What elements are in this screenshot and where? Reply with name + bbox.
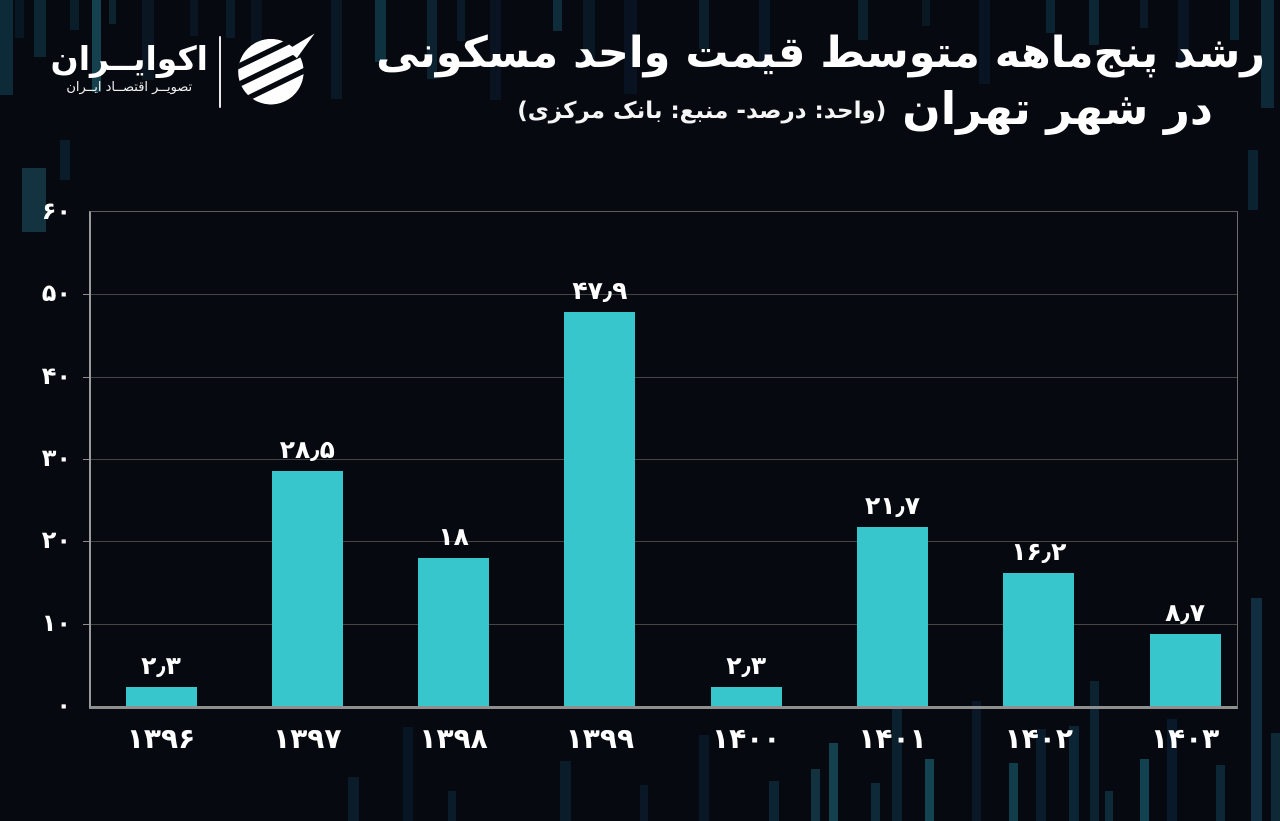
background-stripe xyxy=(640,785,648,821)
x-axis-label: ۱۳۹۹ xyxy=(565,722,635,755)
logo-divider xyxy=(219,36,221,108)
background-stripe xyxy=(0,0,13,95)
title-block: رشد پنج‌ماهه متوسط قیمت واحد مسکونی در ش… xyxy=(376,26,1265,133)
y-axis-label: ۴۰ xyxy=(41,361,71,390)
x-axis-label: ۱۴۰۱ xyxy=(858,722,927,755)
bar-1397 xyxy=(271,471,343,706)
gridline xyxy=(91,541,1237,543)
gridline xyxy=(91,294,1237,296)
y-axis-label: ۶۰ xyxy=(41,196,71,225)
y-axis-label: ۳۰ xyxy=(41,443,71,472)
bar-value-label: ۱۶٫۲ xyxy=(1011,537,1067,566)
brand-logo-text: اکوایــران تصویــر اقتصــاد ایــران xyxy=(50,39,208,95)
bar-1399 xyxy=(564,312,636,706)
background-stripe xyxy=(1271,733,1280,821)
brand-name: اکوایــران xyxy=(50,39,208,78)
chart-title-line2: در شهر تهران xyxy=(902,81,1213,135)
background-stripe xyxy=(109,0,116,24)
y-axis-tick xyxy=(83,541,89,543)
background-stripe xyxy=(1248,150,1258,210)
background-stripe xyxy=(331,0,342,99)
bar-1403 xyxy=(1149,634,1221,706)
bar-value-label: ۴۷٫۹ xyxy=(572,276,628,305)
background-stripe xyxy=(871,783,880,821)
y-axis-label: ۱۰ xyxy=(41,608,71,637)
chart-title-line1: رشد پنج‌ماهه متوسط قیمت واحد مسکونی xyxy=(376,28,1265,78)
y-axis-tick xyxy=(83,623,89,625)
x-axis-label: ۱۴۰۰ xyxy=(712,722,781,755)
gridline xyxy=(91,376,1237,378)
background-stripe xyxy=(348,777,359,821)
bar-value-label: ۲٫۳ xyxy=(141,651,181,680)
x-axis-label: ۱۳۹۸ xyxy=(419,722,488,755)
y-axis-tick xyxy=(83,459,89,460)
background-stripe xyxy=(15,0,24,38)
brand-tagline: تصویــر اقتصــاد ایــران xyxy=(66,79,193,95)
background-stripe xyxy=(1140,0,1148,28)
x-axis-label: ۱۴۰۲ xyxy=(1004,722,1073,755)
bar-value-label: ۸٫۷ xyxy=(1165,598,1206,627)
x-axis-label: ۱۳۹۶ xyxy=(126,722,196,755)
ecoiran-logo-icon xyxy=(238,33,315,105)
y-axis-label: ۵۰ xyxy=(41,279,71,308)
bar-1402 xyxy=(1003,573,1075,706)
gridline xyxy=(91,459,1237,460)
bar-value-label: ۱۸ xyxy=(438,522,469,551)
bar-1400 xyxy=(710,687,782,706)
y-axis-tick xyxy=(83,294,89,296)
bar-1401 xyxy=(857,527,928,706)
bar-value-label: ۲۸٫۵ xyxy=(279,435,335,464)
gridline xyxy=(91,623,1237,625)
chart-title-row2: در شهر تهران (واحد: درصد- منبع: بانک مرک… xyxy=(376,84,1213,134)
bar-value-label: ۲٫۳ xyxy=(726,651,767,680)
y-axis-tick xyxy=(83,376,89,378)
bar-1398 xyxy=(418,558,490,706)
background-stripe xyxy=(448,791,456,821)
background-stripe xyxy=(1216,765,1225,821)
background-stripe xyxy=(70,0,79,30)
background-stripe xyxy=(1105,791,1113,821)
background-stripe xyxy=(925,759,934,821)
background-stripe xyxy=(1009,763,1018,821)
background-stripe xyxy=(811,769,820,821)
background-stripe xyxy=(1140,759,1149,821)
bar-value-label: ۲۱٫۷ xyxy=(864,491,921,520)
x-axis-label: ۱۴۰۳ xyxy=(1150,722,1220,755)
background-stripe xyxy=(892,703,902,821)
background-stripe xyxy=(34,0,46,57)
y-axis-label: ۰ xyxy=(56,690,71,719)
background-stripe xyxy=(190,0,198,36)
x-axis-label: ۱۳۹۷ xyxy=(273,722,342,755)
background-stripe xyxy=(972,701,981,821)
background-stripe xyxy=(60,140,70,180)
background-stripe xyxy=(560,761,571,821)
y-axis-label: ۲۰ xyxy=(41,526,71,555)
chart-unit-source-note: (واحد: درصد- منبع: بانک مرکزی) xyxy=(517,97,887,124)
background-stripe xyxy=(1251,598,1262,821)
bar-1396 xyxy=(125,687,197,706)
plot-area: ۰ ۱۰ ۲۰ ۳۰ ۴۰ ۵۰ ۶۰ ۲٫۳ ۱۳۹۶ ۲۸٫۵ ۱۳۹۷ ۱۸ ۱۳۹۸ ۴۷٫۹ ۱۳… xyxy=(42,197,1238,755)
background-stripe xyxy=(769,781,779,821)
background-stripe xyxy=(922,0,930,26)
